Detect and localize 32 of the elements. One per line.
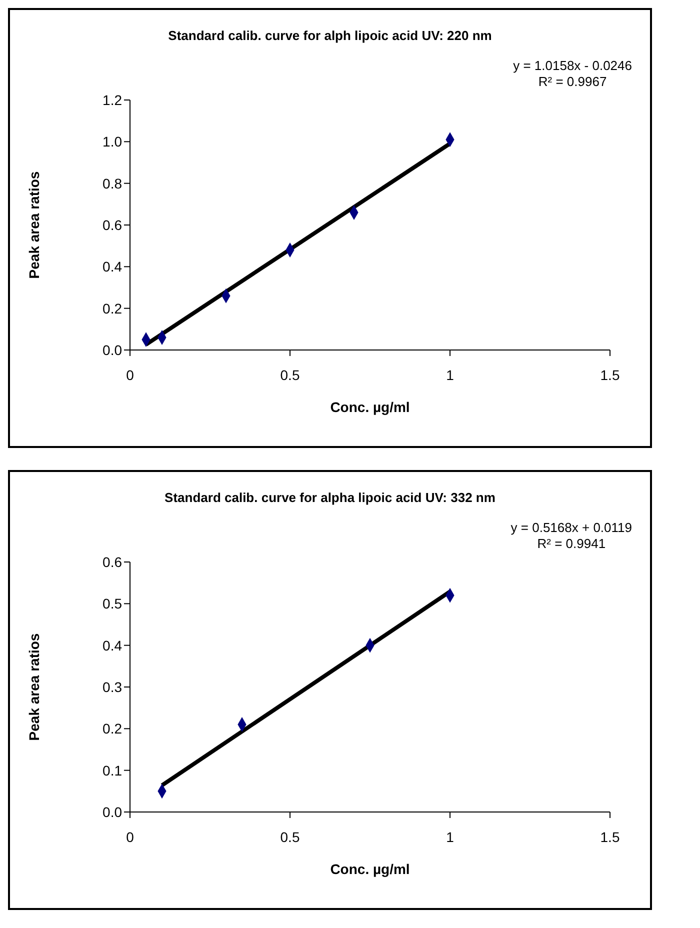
y-axis-title: Peak area ratios (26, 633, 42, 741)
y-tick-label: 1.0 (102, 134, 122, 150)
x-axis-title: Conc. µg/ml (330, 399, 410, 415)
y-tick-label: 1.2 (102, 92, 122, 108)
text: R² = 0.9941 (536, 536, 607, 552)
x-tick-label: 0 (126, 366, 134, 383)
y-tick-label: 0.3 (102, 678, 122, 695)
x-tick-label: 0.5 (280, 366, 300, 383)
y-tick-label: 0.1 (102, 762, 122, 778)
x-tick-label: 1.5 (600, 828, 620, 845)
y-tick-label: 0.4 (102, 258, 122, 275)
x-tick-label: 0 (126, 828, 134, 845)
x-axis-title: Conc. µg/ml (330, 861, 410, 877)
y-tick-label: 0.0 (102, 804, 122, 820)
x-tick-label: 1 (446, 366, 454, 383)
x-tick-label: 1.5 (600, 366, 620, 383)
y-tick-label: 0.2 (102, 300, 122, 316)
y-tick-label: 0.8 (102, 175, 122, 192)
y-tick-label: 0.4 (102, 637, 122, 654)
y-tick-label: 0.2 (102, 720, 122, 737)
chart-title: Standard calib. curve for alpha lipoic acid UV: 332 nm (164, 490, 496, 505)
text: y = 1.0158x - 0.0246 (513, 58, 632, 74)
y-tick-label: 0.6 (102, 554, 122, 570)
y-tick-label: 0.5 (102, 596, 122, 612)
text: y = 0.5168x + 0.0119 (510, 520, 632, 536)
x-tick-label: 0.5 (280, 828, 300, 845)
x-tick-label: 1 (446, 828, 454, 845)
text: R² = 0.9967 (537, 74, 608, 90)
y-tick-label: 0.6 (102, 216, 122, 233)
y-tick-label: 0.0 (102, 342, 122, 358)
chart-title: Standard calib. curve for alph lipoic acid UV: 220 nm (167, 28, 493, 43)
y-axis-title: Peak area ratios (26, 171, 42, 279)
